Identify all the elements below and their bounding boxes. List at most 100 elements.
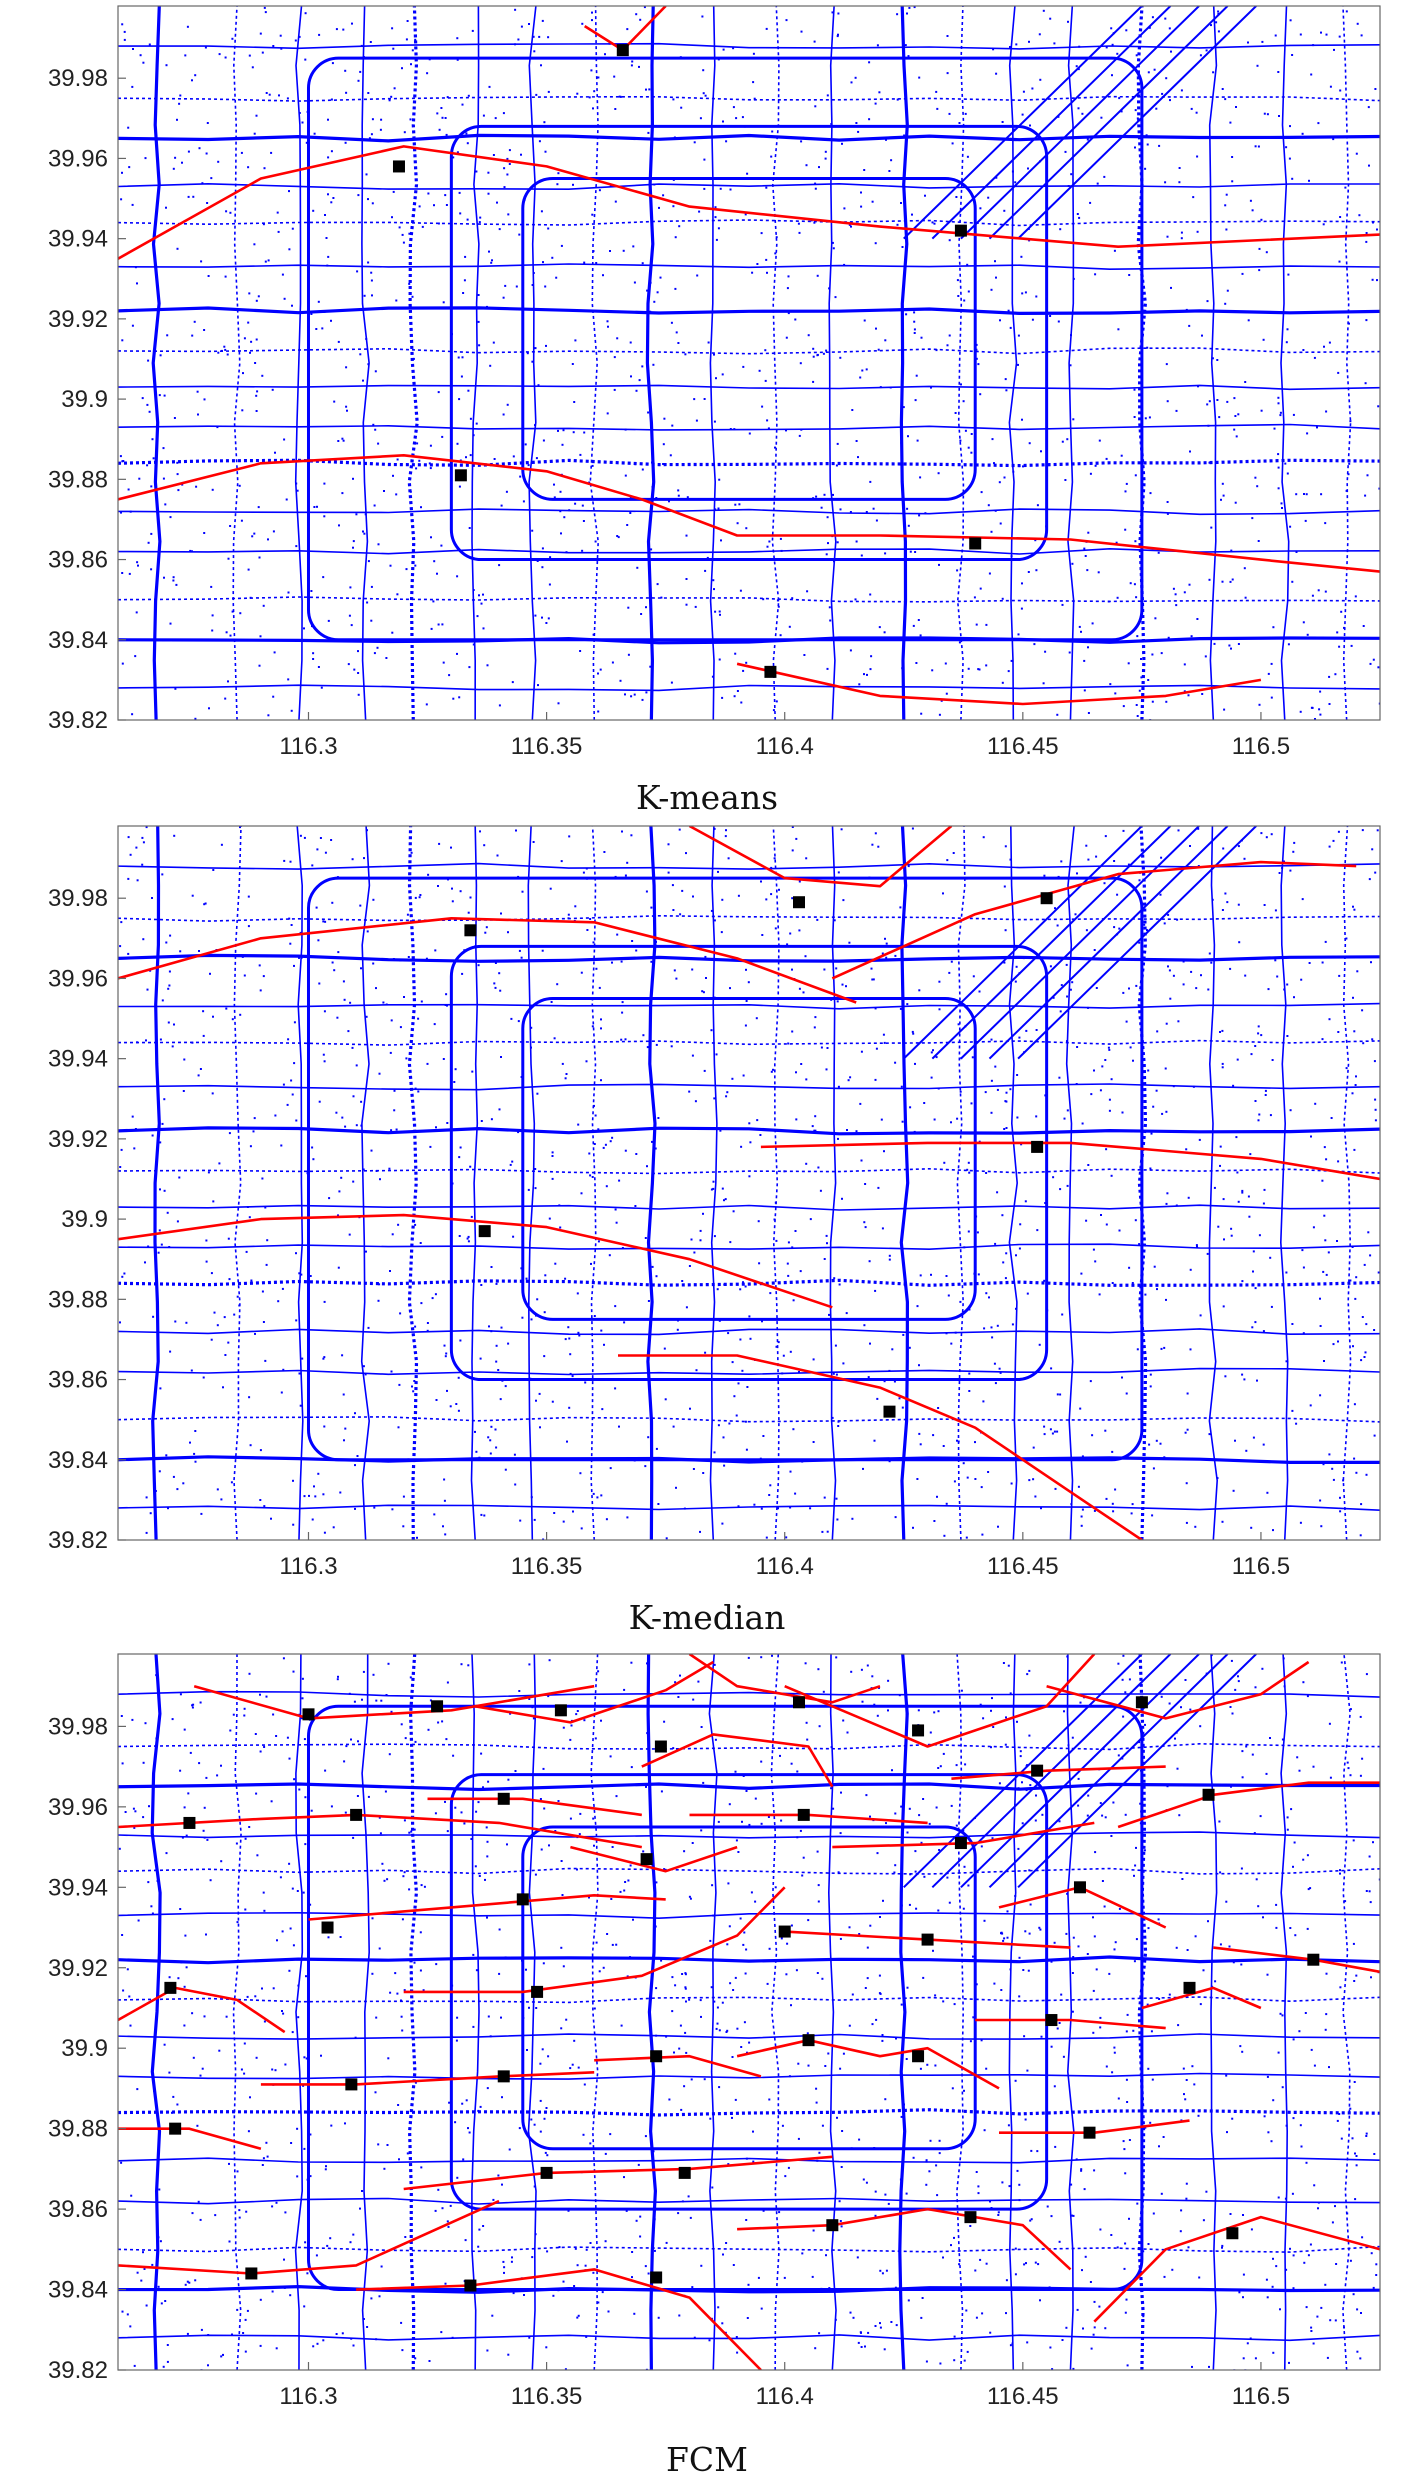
cluster-center <box>654 1740 667 1753</box>
y-tick-label: 39.88 <box>48 2116 108 2143</box>
plot-frame <box>117 825 1381 1541</box>
cluster-center <box>1307 1953 1320 1966</box>
boundary-curve <box>737 2207 1072 2271</box>
cluster-center <box>678 2166 691 2179</box>
cluster-center <box>1031 1764 1044 1777</box>
y-tick-label: 39.88 <box>48 1286 108 1313</box>
cluster-center <box>912 1724 925 1737</box>
boundary-curve <box>618 1354 1143 1540</box>
x-tick-label: 116.5 <box>1232 2383 1290 2410</box>
cluster-center <box>1135 1696 1148 1709</box>
caption-fcm: FCM <box>666 2440 748 2479</box>
cluster-center <box>1031 1140 1044 1153</box>
y-tick-label: 39.98 <box>48 1713 108 1740</box>
road-network <box>118 826 1380 1540</box>
cluster-center <box>497 2070 510 2083</box>
cluster-center <box>245 2267 258 2280</box>
y-tick-label: 39.92 <box>48 306 108 333</box>
cluster-center <box>650 2271 663 2284</box>
cluster-center <box>793 1696 806 1709</box>
chart-fcm: 116.3 116.35 116.4 116.45 116.5 39.82 39.84 39.… <box>48 1653 1381 2410</box>
boundary-curve <box>403 1886 786 1994</box>
boundary-curve <box>118 1213 833 1309</box>
y-tick-label: 39.94 <box>48 1046 108 1073</box>
cluster-center <box>1073 1881 1086 1894</box>
y-tick-label: 39.82 <box>48 1527 108 1554</box>
cluster-center <box>1083 2126 1096 2139</box>
x-tick-label: 116.45 <box>987 1553 1059 1580</box>
y-tick-label: 39.94 <box>48 226 108 253</box>
boundary-curve <box>1093 2215 1380 2323</box>
y-tick-label: 39.96 <box>48 145 108 172</box>
cluster-center <box>302 1708 315 1721</box>
boundary-curve <box>975 2018 1166 2030</box>
boundary-curve <box>951 1765 1166 1780</box>
y-tick-label: 39.88 <box>48 466 108 493</box>
boundary-curve <box>831 860 1357 980</box>
road-network <box>118 1654 1380 2370</box>
boundary-curve <box>474 1660 714 1724</box>
y-tick-label: 39.86 <box>48 547 108 574</box>
cluster-center <box>964 2211 977 2224</box>
boundary-curve <box>403 2155 833 2191</box>
boundary-curve <box>832 1821 1095 1849</box>
plot-area <box>118 1654 1380 2370</box>
x-tick-label: 116.45 <box>987 733 1059 760</box>
cluster-center <box>1045 2014 1058 2027</box>
x-tick-label: 116.4 <box>756 2383 814 2410</box>
cluster-center <box>616 44 629 57</box>
cluster-center <box>497 1792 510 1805</box>
boundary-curve <box>594 2054 762 2078</box>
cluster-center <box>464 2279 477 2292</box>
gps-points <box>119 826 1380 1540</box>
x-tick-label: 116.4 <box>756 733 814 760</box>
cluster-center <box>454 469 467 482</box>
cluster-center <box>554 1704 567 1717</box>
boundary-curve <box>1117 1781 1380 1829</box>
cluster-center <box>826 2219 839 2232</box>
x-tick-label: 116.35 <box>511 1553 583 1580</box>
boundary-curve <box>1141 1986 1262 2010</box>
boundary-curve <box>118 917 857 1004</box>
y-tick-label: 39.92 <box>48 1955 108 1982</box>
cluster-center <box>464 924 477 937</box>
y-tick-label: 39.84 <box>48 627 108 654</box>
cluster-center <box>793 896 806 909</box>
boundary-curve <box>736 662 1262 706</box>
boundary-curve <box>784 1654 1096 1748</box>
x-tick-label: 116.3 <box>279 733 337 760</box>
panel-kmeans: 116.3 116.35 116.4 116.45 116.5 39.82 39.84 39.… <box>0 0 1414 817</box>
y-tick-label: 39.86 <box>48 1367 108 1394</box>
x-tick-label: 116.3 <box>279 1553 337 1580</box>
cluster-center <box>650 2050 663 2063</box>
cluster-center <box>431 1700 444 1713</box>
boundary-curve <box>118 1986 286 2034</box>
gps-points <box>118 1654 1380 2370</box>
cluster-center <box>1183 1981 1196 1994</box>
boundary-curve <box>641 1733 834 1788</box>
x-tick-label: 116.3 <box>279 2383 337 2410</box>
cluster-center <box>640 1853 653 1866</box>
y-tick-label: 39.92 <box>48 1126 108 1153</box>
cluster-center <box>540 2166 553 2179</box>
y-tick-label: 39.84 <box>48 2277 108 2304</box>
cluster-center <box>954 1837 967 1850</box>
cluster-center <box>1040 892 1053 905</box>
cluster-center <box>321 1921 334 1934</box>
boundary-curve <box>260 2071 595 2086</box>
boundary-curve <box>427 1797 642 1817</box>
y-tick-label: 39.84 <box>48 1447 108 1474</box>
y-tick-label: 39.82 <box>48 2357 108 2384</box>
gps-points <box>119 6 1380 720</box>
caption-kmedian: K-median <box>628 1598 786 1637</box>
plot-frame <box>117 5 1381 721</box>
cluster-center <box>778 1925 791 1938</box>
cluster-center <box>802 2034 815 2047</box>
x-tick-label: 116.4 <box>756 1553 814 1580</box>
y-tick-label: 39.9 <box>61 2035 108 2062</box>
boundary-curve <box>118 145 1380 260</box>
y-tick-label: 39.9 <box>61 386 108 413</box>
y-tick-label: 39.82 <box>48 707 108 734</box>
y-tick-label: 39.98 <box>48 65 108 92</box>
chart-kmedian: 116.3 116.35 116.4 116.45 116.5 39.82 39.84 39.… <box>48 825 1381 1580</box>
